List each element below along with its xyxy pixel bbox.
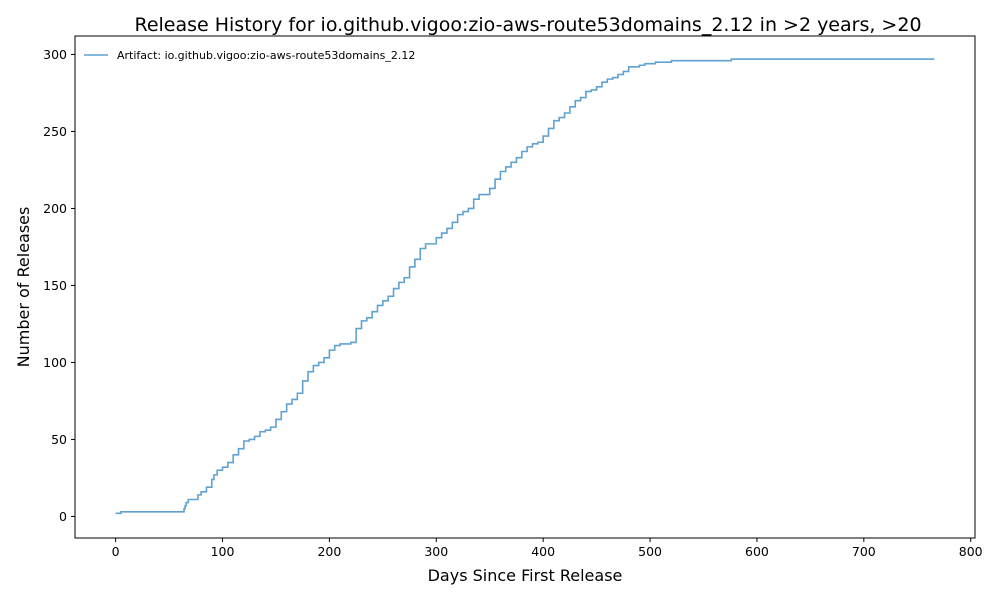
y-tick-label: 0 xyxy=(59,509,67,524)
y-tick-label: 300 xyxy=(43,47,67,62)
plot-area xyxy=(74,35,976,539)
series-line-0 xyxy=(115,58,935,515)
y-tick-label: 150 xyxy=(43,278,67,293)
x-tick-label: 200 xyxy=(317,544,341,559)
y-axis: 0 50 100 150 200 250 300 xyxy=(43,47,75,524)
x-tick-label: 100 xyxy=(211,544,235,559)
x-axis: 0 100 200 300 400 500 600 700 800 xyxy=(112,538,983,559)
y-tick-label: 250 xyxy=(43,124,67,139)
y-axis-title: Number of Releases xyxy=(14,207,33,368)
x-tick-label: 400 xyxy=(531,544,555,559)
chart-title: Release History for io.github.vigoo:zio-… xyxy=(134,14,921,36)
y-tick-label: 200 xyxy=(43,201,67,216)
y-tick-label: 100 xyxy=(43,355,67,370)
x-tick-label: 800 xyxy=(959,544,983,559)
x-tick-label: 300 xyxy=(424,544,448,559)
x-tick-label: 600 xyxy=(745,544,769,559)
x-tick-label: 500 xyxy=(638,544,662,559)
x-axis-title: Days Since First Release xyxy=(428,566,623,585)
x-tick-label: 0 xyxy=(112,544,120,559)
y-tick-label: 50 xyxy=(51,432,67,447)
legend: Artifact: io.github.vigoo:zio-aws-route5… xyxy=(84,49,415,62)
x-tick-label: 700 xyxy=(852,544,876,559)
legend-label: Artifact: io.github.vigoo:zio-aws-route5… xyxy=(117,49,415,62)
series-layer xyxy=(115,58,935,515)
